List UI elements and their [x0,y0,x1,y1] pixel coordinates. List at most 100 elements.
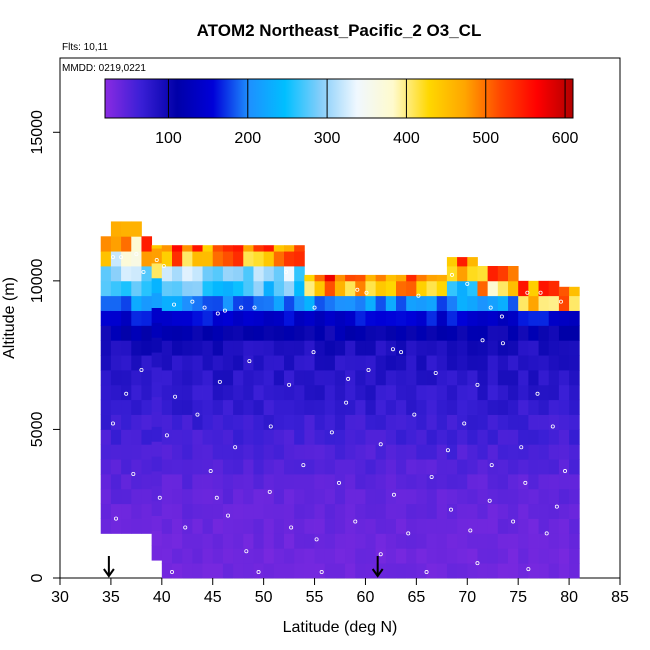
curtain-cell [263,251,275,267]
curtain-cell [558,488,570,505]
curtain-cell [446,548,458,564]
curtain-cell [182,245,193,252]
observation-point [284,269,289,274]
curtain-cell [396,355,407,371]
curtain-cell [345,274,356,282]
curtain-cell [558,399,570,415]
arrow-head [103,568,115,578]
curtain-cell [518,384,529,401]
curtain-cell [345,563,356,579]
curtain-cell [508,399,519,415]
curtain-cell [508,355,519,371]
curtain-cell [243,280,254,297]
curtain-cell [212,414,224,430]
curtain-cell [518,325,529,341]
curtain-cell [355,488,366,505]
curtain-cell [538,459,550,475]
curtain-cell [334,355,346,371]
curtain-cell [314,399,326,415]
curtain-cell [467,548,478,564]
curtain-cell [233,355,244,371]
curtain-cell [406,370,417,386]
curtain-cell [161,245,173,252]
curtain-cell [345,429,356,445]
observation-point [267,489,272,494]
curtain-cell [110,355,122,371]
curtain-cell [436,533,448,549]
curtain-cell [375,399,387,415]
curtain-cell [558,474,570,490]
curtain-cell [416,488,427,505]
curtain-cell [457,563,468,579]
curtain-cell [345,325,356,341]
curtain-cell [558,370,570,386]
curtain-cell [172,444,183,460]
curtain-cell [497,340,509,356]
observation-point [544,531,549,536]
curtain-cell [558,384,570,401]
curtain-cell [284,280,295,297]
curtain-cell [263,355,275,371]
curtain-cell [243,474,254,490]
curtain-cell [426,399,438,415]
curtain-cell [334,429,346,445]
curtain-cell [508,429,519,445]
observation-point [526,567,531,572]
curtain-cell [548,503,560,519]
curtain-cell [538,310,550,326]
curtain-cell [538,474,550,490]
curtain-cell [467,399,478,415]
curtain-cell [457,503,468,519]
observation-point [301,463,306,468]
y-tick-label: 0 [29,573,46,582]
curtain-cell [365,563,377,579]
curtain-cell [304,295,315,311]
curtain-cell [151,292,163,308]
curtain-cell [487,325,499,341]
curtain-cell [457,325,468,341]
curtain-cell [284,533,295,549]
curtain-cell [487,429,499,445]
curtain-cell [100,340,112,356]
curtain-cell [253,251,265,267]
curtain-cell [548,518,560,534]
curtain-cell [141,444,153,460]
curtain-cell [487,503,499,519]
curtain-cell [304,518,315,534]
curtain-cell [355,280,366,297]
curtain-cell [477,444,489,460]
curtain-cell [518,355,529,371]
curtain-cell [426,310,438,326]
curtain-cell [110,370,122,386]
curtain-cell [182,548,193,564]
curtain-cell [304,310,315,326]
curtain-cell [314,295,326,311]
curtain-cell [100,459,112,475]
curtain-cell [172,340,183,356]
curtain-cell [518,399,529,415]
colorbar-gradient [104,78,574,119]
curtain-cell [467,563,478,579]
curtain-cell [436,310,448,326]
curtain-cell [294,325,305,341]
curtain-cell [243,245,254,252]
curtain-cell [202,251,214,267]
curtain-cell [233,266,244,282]
curtain-cell [497,429,509,445]
curtain-cell [324,355,336,371]
curtain-cell [253,533,265,549]
curtain-cell [253,518,265,534]
observation-point [215,311,220,316]
curtain-cell [294,245,305,252]
curtain-cell [446,474,458,490]
curtain-cell [558,459,570,475]
curtain-cell [100,488,112,505]
curtain-cell [263,459,275,475]
curtain-cell [385,310,397,326]
curtain-cell [273,414,285,430]
curtain-cell [375,280,387,297]
curtain-cell [396,533,407,549]
curtain-cell [548,414,560,430]
curtain-cell [202,548,214,564]
curtain-cell [192,340,203,356]
